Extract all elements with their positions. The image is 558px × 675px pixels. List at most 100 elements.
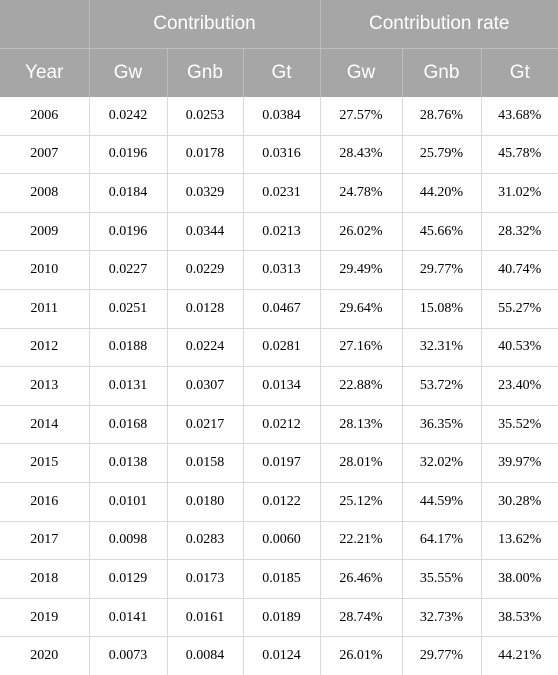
cell-rate-gt: 45.78% bbox=[480, 135, 558, 175]
header-contribution-gnb: Gnb bbox=[166, 48, 243, 97]
table-row: 2006 0.0242 0.0253 0.0384 27.57% 28.76% 43.68% bbox=[0, 97, 558, 136]
cell-rate-gw: 27.57% bbox=[319, 97, 402, 136]
cell-rate-gw: 26.01% bbox=[319, 636, 402, 675]
cell-contribution-gw: 0.0184 bbox=[88, 173, 167, 213]
table-body: 2006 0.0242 0.0253 0.0384 27.57% 28.76% 43.68%… bbox=[0, 97, 558, 675]
cell-contribution-gw: 0.0129 bbox=[88, 559, 167, 599]
cell-rate-gnb: 29.77% bbox=[401, 636, 481, 675]
cell-rate-gw: 24.78% bbox=[319, 173, 402, 213]
cell-contribution-gt: 0.0124 bbox=[242, 636, 320, 675]
cell-rate-gnb: 45.66% bbox=[401, 212, 481, 252]
cell-rate-gnb: 35.55% bbox=[401, 559, 481, 599]
cell-year: 2014 bbox=[0, 405, 89, 445]
cell-rate-gw: 28.43% bbox=[319, 135, 402, 175]
cell-rate-gt: 40.53% bbox=[480, 328, 558, 368]
cell-contribution-gt: 0.0134 bbox=[242, 366, 320, 406]
cell-year: 2017 bbox=[0, 521, 89, 561]
header-group-contribution: Contribution bbox=[88, 0, 320, 49]
table-row: 2007 0.0196 0.0178 0.0316 28.43% 25.79% 45.78% bbox=[0, 135, 558, 175]
cell-rate-gw: 22.88% bbox=[319, 366, 402, 406]
cell-contribution-gnb: 0.0253 bbox=[166, 97, 243, 136]
cell-contribution-gt: 0.0467 bbox=[242, 289, 320, 329]
cell-contribution-gnb: 0.0178 bbox=[166, 135, 243, 175]
cell-rate-gw: 28.01% bbox=[319, 443, 402, 483]
cell-rate-gnb: 32.73% bbox=[401, 598, 481, 638]
table-row: 2012 0.0188 0.0224 0.0281 27.16% 32.31% 40.53% bbox=[0, 328, 558, 368]
cell-rate-gw: 22.21% bbox=[319, 521, 402, 561]
cell-year: 2010 bbox=[0, 250, 89, 290]
cell-year: 2019 bbox=[0, 598, 89, 638]
cell-contribution-gw: 0.0101 bbox=[88, 482, 167, 522]
table-row: 2013 0.0131 0.0307 0.0134 22.88% 53.72% 23.40% bbox=[0, 366, 558, 406]
cell-contribution-gt: 0.0316 bbox=[242, 135, 320, 175]
cell-rate-gt: 31.02% bbox=[480, 173, 558, 213]
cell-rate-gt: 40.74% bbox=[480, 250, 558, 290]
cell-contribution-gt: 0.0122 bbox=[242, 482, 320, 522]
cell-contribution-gw: 0.0196 bbox=[88, 212, 167, 252]
cell-contribution-gt: 0.0189 bbox=[242, 598, 320, 638]
cell-year: 2011 bbox=[0, 289, 89, 329]
cell-rate-gw: 29.64% bbox=[319, 289, 402, 329]
cell-rate-gnb: 36.35% bbox=[401, 405, 481, 445]
cell-rate-gt: 38.00% bbox=[480, 559, 558, 599]
cell-year: 2012 bbox=[0, 328, 89, 368]
table-header: Contribution Contribution rate Year Gw G… bbox=[0, 0, 558, 97]
cell-contribution-gt: 0.0213 bbox=[242, 212, 320, 252]
cell-contribution-gnb: 0.0283 bbox=[166, 521, 243, 561]
cell-contribution-gw: 0.0138 bbox=[88, 443, 167, 483]
header-contribution-gw: Gw bbox=[88, 48, 167, 97]
cell-contribution-gw: 0.0227 bbox=[88, 250, 167, 290]
cell-contribution-gnb: 0.0229 bbox=[166, 250, 243, 290]
cell-contribution-gnb: 0.0173 bbox=[166, 559, 243, 599]
cell-year: 2008 bbox=[0, 173, 89, 213]
cell-rate-gt: 30.28% bbox=[480, 482, 558, 522]
header-rate-gw: Gw bbox=[319, 48, 402, 97]
table-row: 2011 0.0251 0.0128 0.0467 29.64% 15.08% 55.27% bbox=[0, 289, 558, 329]
header-blank-cell bbox=[0, 0, 89, 49]
cell-rate-gnb: 44.59% bbox=[401, 482, 481, 522]
cell-rate-gnb: 29.77% bbox=[401, 250, 481, 290]
cell-rate-gw: 28.74% bbox=[319, 598, 402, 638]
cell-rate-gw: 28.13% bbox=[319, 405, 402, 445]
cell-contribution-gw: 0.0073 bbox=[88, 636, 167, 675]
cell-contribution-gw: 0.0141 bbox=[88, 598, 167, 638]
cell-contribution-gt: 0.0313 bbox=[242, 250, 320, 290]
cell-rate-gt: 28.32% bbox=[480, 212, 558, 252]
header-group-contribution-rate: Contribution rate bbox=[319, 0, 558, 49]
cell-contribution-gnb: 0.0344 bbox=[166, 212, 243, 252]
cell-contribution-gnb: 0.0180 bbox=[166, 482, 243, 522]
header-group-row: Contribution Contribution rate bbox=[0, 0, 558, 49]
header-year: Year bbox=[0, 48, 89, 97]
cell-rate-gw: 26.46% bbox=[319, 559, 402, 599]
cell-rate-gw: 27.16% bbox=[319, 328, 402, 368]
cell-rate-gt: 23.40% bbox=[480, 366, 558, 406]
table-row: 2009 0.0196 0.0344 0.0213 26.02% 45.66% 28.32% bbox=[0, 212, 558, 252]
cell-year: 2009 bbox=[0, 212, 89, 252]
cell-rate-gnb: 28.76% bbox=[401, 97, 481, 136]
cell-rate-gnb: 15.08% bbox=[401, 289, 481, 329]
table-row: 2010 0.0227 0.0229 0.0313 29.49% 29.77% 40.74% bbox=[0, 250, 558, 290]
cell-contribution-gnb: 0.0084 bbox=[166, 636, 243, 675]
cell-contribution-gnb: 0.0161 bbox=[166, 598, 243, 638]
cell-rate-gnb: 25.79% bbox=[401, 135, 481, 175]
table-row: 2016 0.0101 0.0180 0.0122 25.12% 44.59% 30.28% bbox=[0, 482, 558, 522]
cell-contribution-gt: 0.0212 bbox=[242, 405, 320, 445]
table-row: 2008 0.0184 0.0329 0.0231 24.78% 44.20% 31.02% bbox=[0, 173, 558, 213]
cell-contribution-gt: 0.0384 bbox=[242, 97, 320, 136]
cell-contribution-gw: 0.0242 bbox=[88, 97, 167, 136]
cell-contribution-gnb: 0.0224 bbox=[166, 328, 243, 368]
table-row: 2017 0.0098 0.0283 0.0060 22.21% 64.17% 13.62% bbox=[0, 521, 558, 561]
cell-contribution-gnb: 0.0329 bbox=[166, 173, 243, 213]
header-rate-gnb: Gnb bbox=[401, 48, 481, 97]
cell-contribution-gnb: 0.0128 bbox=[166, 289, 243, 329]
cell-year: 2013 bbox=[0, 366, 89, 406]
cell-contribution-gt: 0.0060 bbox=[242, 521, 320, 561]
cell-contribution-gw: 0.0188 bbox=[88, 328, 167, 368]
cell-rate-gt: 44.21% bbox=[480, 636, 558, 675]
header-column-row: Year Gw Gnb Gt Gw Gnb Gt bbox=[0, 48, 558, 97]
table-row: 2015 0.0138 0.0158 0.0197 28.01% 32.02% 39.97% bbox=[0, 443, 558, 483]
cell-rate-gw: 26.02% bbox=[319, 212, 402, 252]
cell-year: 2007 bbox=[0, 135, 89, 175]
cell-year: 2020 bbox=[30, 648, 59, 664]
